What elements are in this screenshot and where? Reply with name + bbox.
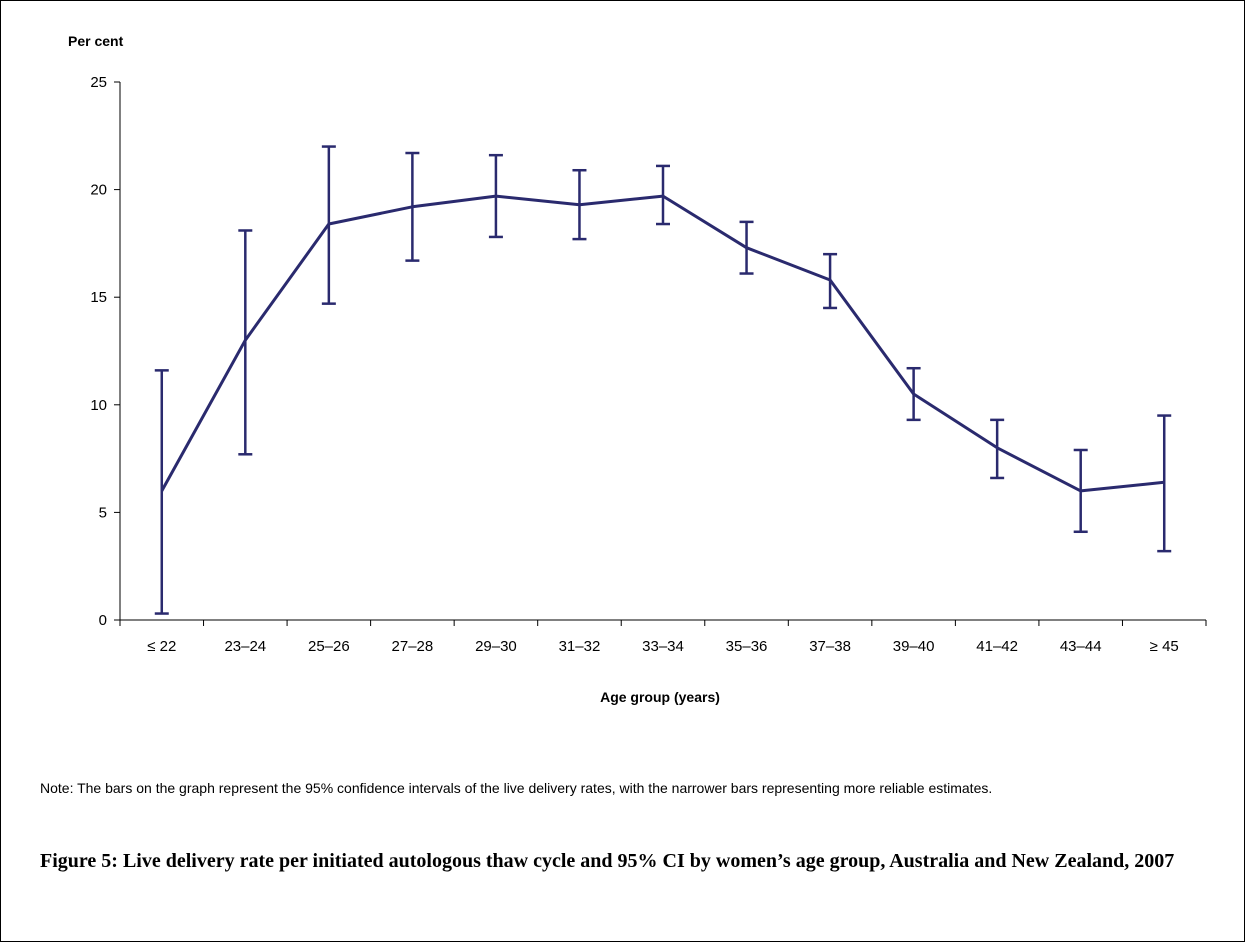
error-bars <box>154 145 1172 615</box>
x-tick-label: 23–24 <box>224 638 266 655</box>
x-tick-label: ≤ 22 <box>147 638 176 655</box>
series-line-group <box>160 194 1165 493</box>
x-tick-label: 35–36 <box>726 638 768 655</box>
chart-note: Note: The bars on the graph represent th… <box>40 780 993 796</box>
x-tick-label: 33–34 <box>642 638 684 655</box>
y-tick-label: 0 <box>99 612 107 629</box>
x-axis-label: Age group (years) <box>600 689 720 705</box>
x-tick-label: 39–40 <box>893 638 935 655</box>
y-tick-label: 10 <box>90 397 107 414</box>
x-tick-label: ≥ 45 <box>1150 638 1179 655</box>
y-tick-label: 20 <box>90 182 107 199</box>
x-tick-label: 27–28 <box>392 638 434 655</box>
x-tick-label: 25–26 <box>308 638 350 655</box>
x-tick-label: 41–42 <box>976 638 1018 655</box>
y-tick-label: 5 <box>99 504 107 521</box>
axes <box>119 82 1206 621</box>
figure-caption: Figure 5: Live delivery rate per initiat… <box>40 850 1175 872</box>
y-tick-label: 15 <box>90 289 107 306</box>
x-tick-label: 31–32 <box>559 638 601 655</box>
x-tick-label: 37–38 <box>809 638 851 655</box>
y-axis-label: Per cent <box>68 33 124 49</box>
x-ticks: ≤ 22 23–24 25–26 27–28 29–30 31–32 33–34 35–36 3… <box>119 620 1207 655</box>
x-tick-label: 43–44 <box>1060 638 1102 655</box>
series-line <box>160 194 1165 493</box>
y-tick-label: 25 <box>90 74 107 91</box>
y-ticks: 0 5 10 15 20 25 <box>90 74 120 629</box>
x-tick-label: 29–30 <box>475 638 517 655</box>
